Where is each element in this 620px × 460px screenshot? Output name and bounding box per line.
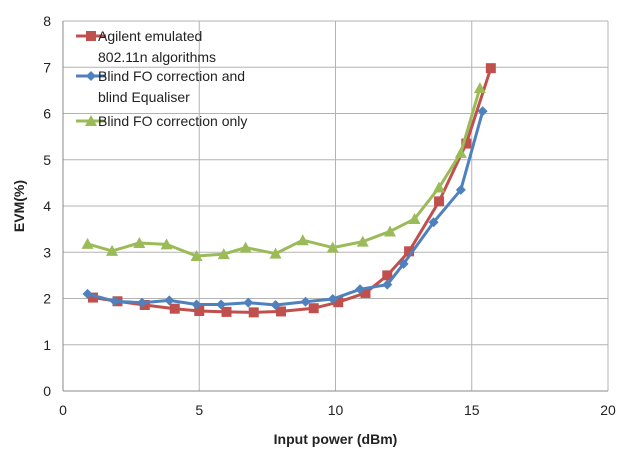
data-point-diamond (327, 293, 338, 304)
data-point-triangle (269, 247, 282, 259)
legend-entry: Blind FO correction and blind Equaliser (76, 68, 245, 105)
legend-label: blind Equaliser (98, 89, 190, 105)
legend-marker-triangle (85, 115, 97, 126)
data-point-diamond (243, 297, 254, 308)
y-tick-label: 1 (43, 337, 51, 353)
y-tick-label: 2 (43, 291, 51, 307)
data-point-triangle (190, 249, 203, 261)
x-tick-label: 15 (464, 402, 480, 418)
x-tick-label: 10 (328, 402, 344, 418)
data-point-triangle (454, 146, 467, 158)
data-point-triangle (133, 237, 146, 248)
data-point-square (276, 306, 286, 317)
y-tick-label: 8 (43, 13, 51, 29)
data-point-square (194, 305, 205, 316)
data-point-triangle (473, 82, 486, 94)
y-tick-label: 3 (43, 244, 51, 260)
y-tick-label: 4 (43, 198, 51, 214)
y-tick-label: 0 (43, 383, 51, 399)
data-point-diamond (82, 288, 93, 299)
data-point-triangle (239, 241, 252, 253)
data-point-square (248, 307, 259, 318)
data-point-square (360, 287, 371, 298)
axes: 0 1 2 3 4 5 6 7 8 0 5 10 15 20 (43, 13, 616, 418)
data-point-square (404, 246, 415, 257)
data-point-diamond (216, 299, 227, 310)
data-point-square (221, 306, 232, 317)
data-point-square (87, 292, 98, 303)
data-point-triangle (106, 244, 119, 256)
legend-label: Blind FO correction and (98, 68, 245, 84)
data-point-triangle (356, 235, 369, 247)
series-lines (81, 63, 496, 318)
data-point-square (308, 303, 319, 314)
legend-marker-square (86, 31, 96, 41)
data-point-square (169, 303, 180, 314)
data-point-square (485, 63, 496, 74)
legend: Agilent emulated 802.11n algorithms Blind … (76, 28, 247, 129)
data-point-square (461, 138, 472, 149)
y-axis-title: EVM(%) (11, 180, 27, 232)
legend-entry: Blind FO correction only (76, 113, 247, 129)
data-point-triangle (160, 238, 173, 250)
series-line (92, 67, 493, 314)
data-point-diamond (164, 295, 175, 306)
data-point-diamond (355, 284, 366, 295)
series-triangle (81, 82, 486, 261)
data-point-diamond (109, 296, 120, 307)
y-tick-label: 5 (43, 152, 51, 168)
legend-label: 802.11n algorithms (98, 49, 216, 65)
x-tick-label: 0 (59, 402, 67, 418)
data-point-triangle (384, 225, 396, 237)
x-tick-label: 5 (195, 402, 203, 418)
data-point-square (434, 196, 445, 207)
data-point-square (139, 299, 150, 310)
data-point-diamond (191, 299, 202, 310)
data-point-triangle (217, 248, 230, 260)
legend-label: Agilent emulated (98, 28, 202, 44)
data-point-diamond (300, 296, 311, 307)
grid-lines (63, 20, 609, 391)
data-point-diamond (382, 279, 393, 290)
data-point-diamond (477, 106, 488, 117)
data-point-triangle (81, 237, 94, 249)
data-point-diamond (137, 297, 148, 308)
data-point-triangle (326, 241, 339, 253)
series-line (87, 87, 482, 258)
series-line (87, 110, 485, 307)
legend-entry: Agilent emulated 802.11n algorithms (76, 28, 216, 65)
series-diamond (82, 106, 488, 310)
data-point-square (382, 270, 393, 281)
y-tick-label: 7 (43, 59, 51, 75)
data-point-diamond (455, 184, 466, 195)
x-tick-label: 20 (600, 402, 616, 418)
data-point-triangle (408, 212, 421, 224)
data-point-diamond (398, 258, 409, 269)
data-point-square (333, 297, 344, 308)
data-point-triangle (433, 181, 446, 193)
data-point-diamond (270, 299, 281, 310)
data-point-triangle (296, 234, 309, 246)
y-tick-label: 6 (43, 106, 51, 122)
legend-marker-diamond (86, 71, 96, 81)
x-axis-title: Input power (dBm) (274, 431, 398, 447)
legend-label: Blind FO correction only (98, 113, 247, 129)
data-point-diamond (428, 217, 439, 228)
